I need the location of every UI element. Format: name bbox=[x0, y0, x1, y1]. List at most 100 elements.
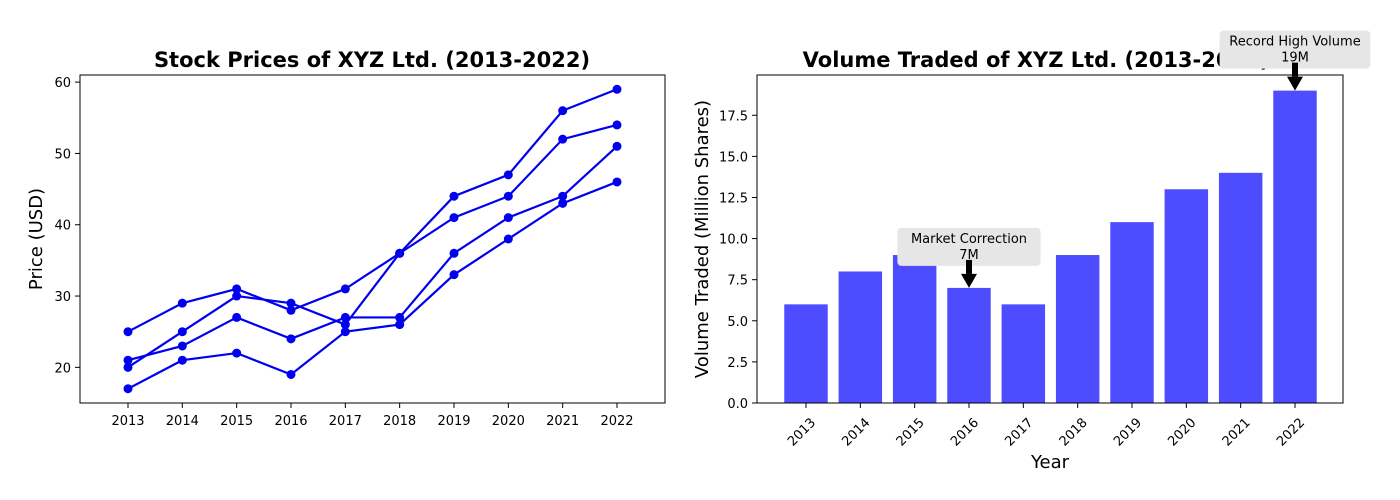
data-point bbox=[340, 320, 350, 330]
data-point bbox=[558, 106, 568, 116]
data-point bbox=[558, 191, 568, 201]
data-point bbox=[340, 327, 350, 337]
data-point bbox=[449, 213, 459, 223]
y-tick-label: 10.0 bbox=[719, 233, 748, 248]
data-point bbox=[286, 334, 296, 344]
stock-chart-ylabel: Price (USD) bbox=[26, 188, 47, 290]
y-tick-label: 40 bbox=[54, 219, 71, 234]
stock-chart-lines bbox=[123, 84, 622, 394]
x-tick-label: 2020 bbox=[1165, 415, 1199, 449]
x-tick-label: 2015 bbox=[894, 415, 928, 449]
x-tick-label: 2018 bbox=[383, 414, 416, 429]
x-tick-label: 2016 bbox=[274, 414, 307, 429]
annotation-text: Market Correction bbox=[911, 232, 1027, 247]
x-tick-label: 2021 bbox=[546, 414, 579, 429]
x-tick-label: 2019 bbox=[1111, 415, 1145, 449]
data-point bbox=[395, 248, 405, 258]
series-line-1 bbox=[127, 88, 618, 333]
x-tick-label: 2019 bbox=[437, 414, 470, 429]
data-point bbox=[340, 312, 350, 322]
data-point bbox=[123, 355, 133, 365]
data-point bbox=[177, 355, 187, 365]
bar bbox=[1001, 304, 1046, 403]
bar bbox=[1164, 189, 1209, 403]
x-tick-label: 2016 bbox=[948, 415, 982, 449]
y-tick-label: 30 bbox=[54, 290, 71, 305]
y-tick-label: 20 bbox=[54, 361, 71, 376]
x-tick-label: 2014 bbox=[839, 415, 873, 449]
bar bbox=[1110, 222, 1154, 403]
data-point bbox=[286, 369, 296, 379]
data-point bbox=[123, 384, 133, 394]
x-tick-label: 2022 bbox=[1274, 415, 1308, 449]
data-point bbox=[286, 305, 296, 315]
data-point bbox=[177, 298, 187, 308]
data-point bbox=[449, 191, 459, 201]
data-point bbox=[177, 327, 187, 337]
data-point bbox=[503, 191, 513, 201]
volume-chart: Volume Traded of XYZ Ltd. (2013-2022) Vo… bbox=[692, 30, 1371, 473]
y-tick-label: 12.5 bbox=[719, 191, 748, 206]
data-point bbox=[612, 84, 622, 94]
y-tick-label: 0.0 bbox=[727, 397, 748, 412]
volume-chart-bars bbox=[784, 90, 1317, 403]
stock-chart-ticks: 2013 2014 2015 2016 2017 2018 2019 2020 2021 2022… bbox=[54, 76, 633, 429]
volume-chart-title: Volume Traded of XYZ Ltd. (2013-2022) bbox=[803, 48, 1270, 72]
data-point bbox=[232, 291, 242, 301]
annotation-value: 7M bbox=[959, 248, 979, 263]
stock-price-chart: Stock Prices of XYZ Ltd. (2013-2022) Pri… bbox=[26, 48, 666, 429]
annotation-text: Record High Volume bbox=[1229, 35, 1360, 50]
bar bbox=[838, 271, 883, 403]
data-point bbox=[558, 134, 568, 144]
annotation-box bbox=[1219, 30, 1371, 69]
data-point bbox=[612, 177, 622, 187]
bar bbox=[1273, 90, 1317, 403]
bar bbox=[947, 287, 991, 403]
data-point bbox=[449, 270, 459, 280]
y-tick-label: 17.5 bbox=[719, 109, 748, 124]
annotation-box bbox=[897, 227, 1041, 266]
annotation-arrow-head bbox=[961, 273, 977, 288]
series-line-4 bbox=[127, 180, 618, 390]
x-tick-label: 2020 bbox=[492, 414, 525, 429]
x-tick-label: 2013 bbox=[111, 414, 144, 429]
data-point bbox=[612, 141, 622, 151]
data-point bbox=[232, 348, 242, 358]
series-line-2 bbox=[127, 123, 618, 369]
annotation-arrow-shaft bbox=[966, 259, 972, 274]
y-tick-label: 50 bbox=[54, 147, 71, 162]
data-point bbox=[503, 170, 513, 180]
bar bbox=[784, 304, 828, 403]
y-tick-label: 5.0 bbox=[727, 315, 748, 330]
x-tick-label: 2021 bbox=[1220, 415, 1254, 449]
y-tick-label: 15.0 bbox=[719, 150, 748, 165]
data-point bbox=[123, 362, 133, 372]
data-point bbox=[395, 312, 405, 322]
data-point bbox=[503, 234, 513, 244]
x-tick-label: 2013 bbox=[785, 415, 819, 449]
stock-chart-title: Stock Prices of XYZ Ltd. (2013-2022) bbox=[154, 48, 590, 72]
data-point bbox=[286, 298, 296, 308]
volume-chart-ylabel: Volume Traded (Million Shares) bbox=[692, 100, 713, 378]
data-point bbox=[177, 341, 187, 351]
data-point bbox=[232, 284, 242, 294]
annotation-value: 19M bbox=[1281, 51, 1309, 66]
stock-chart-frame bbox=[79, 74, 666, 404]
volume-chart-xlabel: Year bbox=[1030, 452, 1070, 473]
data-point bbox=[232, 312, 242, 322]
x-tick-label: 2015 bbox=[220, 414, 253, 429]
data-point bbox=[123, 327, 133, 337]
data-point bbox=[395, 320, 405, 330]
data-point bbox=[612, 120, 622, 130]
y-tick-label: 2.5 bbox=[727, 356, 748, 371]
bar bbox=[1218, 172, 1263, 403]
bar bbox=[892, 255, 937, 403]
y-tick-label: 60 bbox=[54, 76, 71, 91]
x-tick-label: 2017 bbox=[329, 414, 362, 429]
annotation-arrow-head bbox=[1287, 76, 1303, 91]
series-line-3 bbox=[127, 145, 618, 362]
x-tick-label: 2014 bbox=[166, 414, 199, 429]
x-tick-label: 2022 bbox=[600, 414, 633, 429]
bar bbox=[1055, 255, 1100, 403]
